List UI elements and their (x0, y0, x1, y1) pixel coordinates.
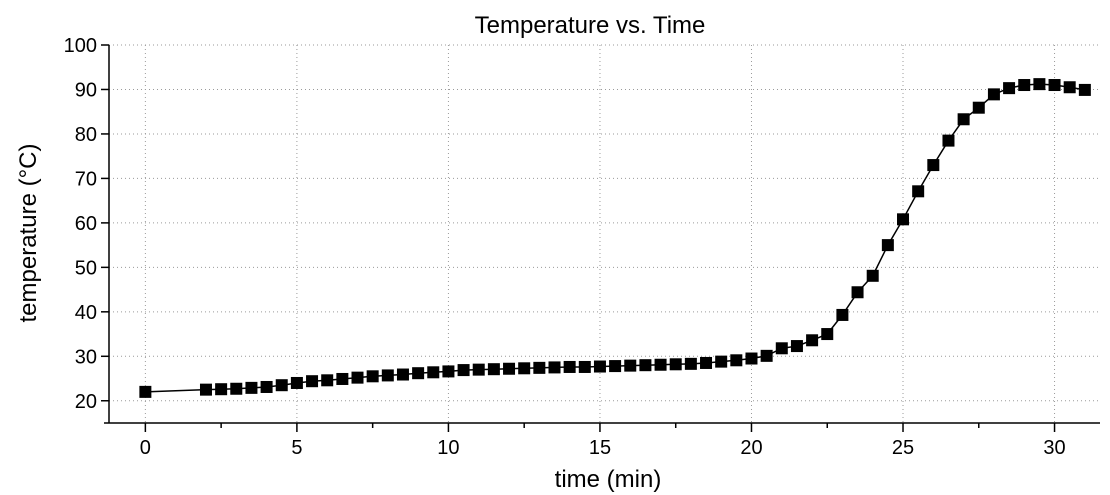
data-point (866, 269, 879, 282)
x-tick-label: 20 (740, 437, 762, 459)
data-point (897, 213, 910, 226)
data-point (1048, 79, 1061, 92)
data-point (1063, 81, 1076, 94)
data-point (533, 361, 546, 374)
data-point (881, 239, 894, 252)
data-point (412, 367, 425, 380)
x-tick-label: 0 (140, 437, 151, 459)
data-point (927, 159, 940, 172)
series-markers (139, 78, 1091, 398)
data-point (487, 363, 500, 376)
axes (108, 45, 1100, 424)
data-point (624, 359, 637, 372)
data-point (245, 381, 258, 394)
data-point (775, 342, 788, 355)
data-point (548, 361, 561, 374)
data-point (730, 354, 743, 367)
y-tick-label: 100 (64, 35, 97, 57)
data-point (639, 359, 652, 372)
x-tick-label: 5 (291, 437, 302, 459)
data-point (760, 349, 773, 362)
data-point (806, 334, 819, 347)
data-point (290, 376, 303, 389)
y-tick-label: 80 (75, 124, 97, 146)
data-point (972, 101, 985, 114)
data-point (503, 362, 516, 375)
data-point (472, 363, 485, 376)
ticks: 0 5 10 15 20 25 30 20 30 40 50 60 70 80 90 100 (64, 35, 1066, 459)
data-point (593, 360, 606, 373)
data-point (790, 340, 803, 353)
y-tick-label: 40 (75, 302, 97, 324)
series-line (145, 83, 1085, 393)
data-point (987, 88, 1000, 101)
data-point (518, 362, 531, 375)
x-axis-label: time (min) (555, 466, 662, 493)
data-point (912, 185, 925, 198)
x-tick-label: 10 (437, 437, 459, 459)
data-point (715, 355, 728, 368)
data-point (942, 134, 955, 147)
y-axis-label: temperature (°C) (15, 144, 42, 323)
chart-title: Temperature vs. Time (475, 12, 706, 39)
data-point (563, 360, 576, 373)
data-point (609, 360, 622, 373)
y-tick-label: 60 (75, 213, 97, 235)
data-point (836, 308, 849, 321)
y-tick-label: 20 (75, 391, 97, 413)
data-point (1033, 78, 1046, 91)
data-point (396, 368, 409, 381)
data-point (957, 113, 970, 126)
data-point (230, 382, 243, 395)
data-point (669, 358, 682, 371)
y-tick-label: 70 (75, 168, 97, 190)
data-point (260, 380, 273, 393)
data-point (1078, 83, 1091, 96)
data-point (1003, 82, 1016, 95)
x-tick-label: 25 (892, 437, 914, 459)
data-point (275, 379, 288, 392)
data-point (427, 366, 440, 379)
data-point (199, 383, 212, 396)
data-point (442, 365, 455, 378)
y-tick-label: 30 (75, 346, 97, 368)
data-point (654, 358, 667, 371)
data-point (351, 371, 364, 384)
y-tick-label: 50 (75, 257, 97, 279)
y-tick-label: 90 (75, 79, 97, 101)
data-point (457, 364, 470, 377)
data-point (321, 374, 334, 387)
data-point (700, 356, 713, 369)
data-point (821, 328, 834, 341)
data-point (215, 383, 228, 396)
data-point (366, 370, 379, 383)
data-point (1018, 79, 1031, 92)
data-point (578, 360, 591, 373)
x-tick-label: 30 (1043, 437, 1065, 459)
data-point (684, 357, 697, 370)
x-tick-label: 15 (589, 437, 611, 459)
data-point (851, 286, 864, 299)
data-point (306, 375, 319, 388)
data-point (139, 385, 152, 398)
data-point (745, 352, 758, 365)
data-point (381, 369, 394, 382)
data-point (336, 372, 349, 385)
